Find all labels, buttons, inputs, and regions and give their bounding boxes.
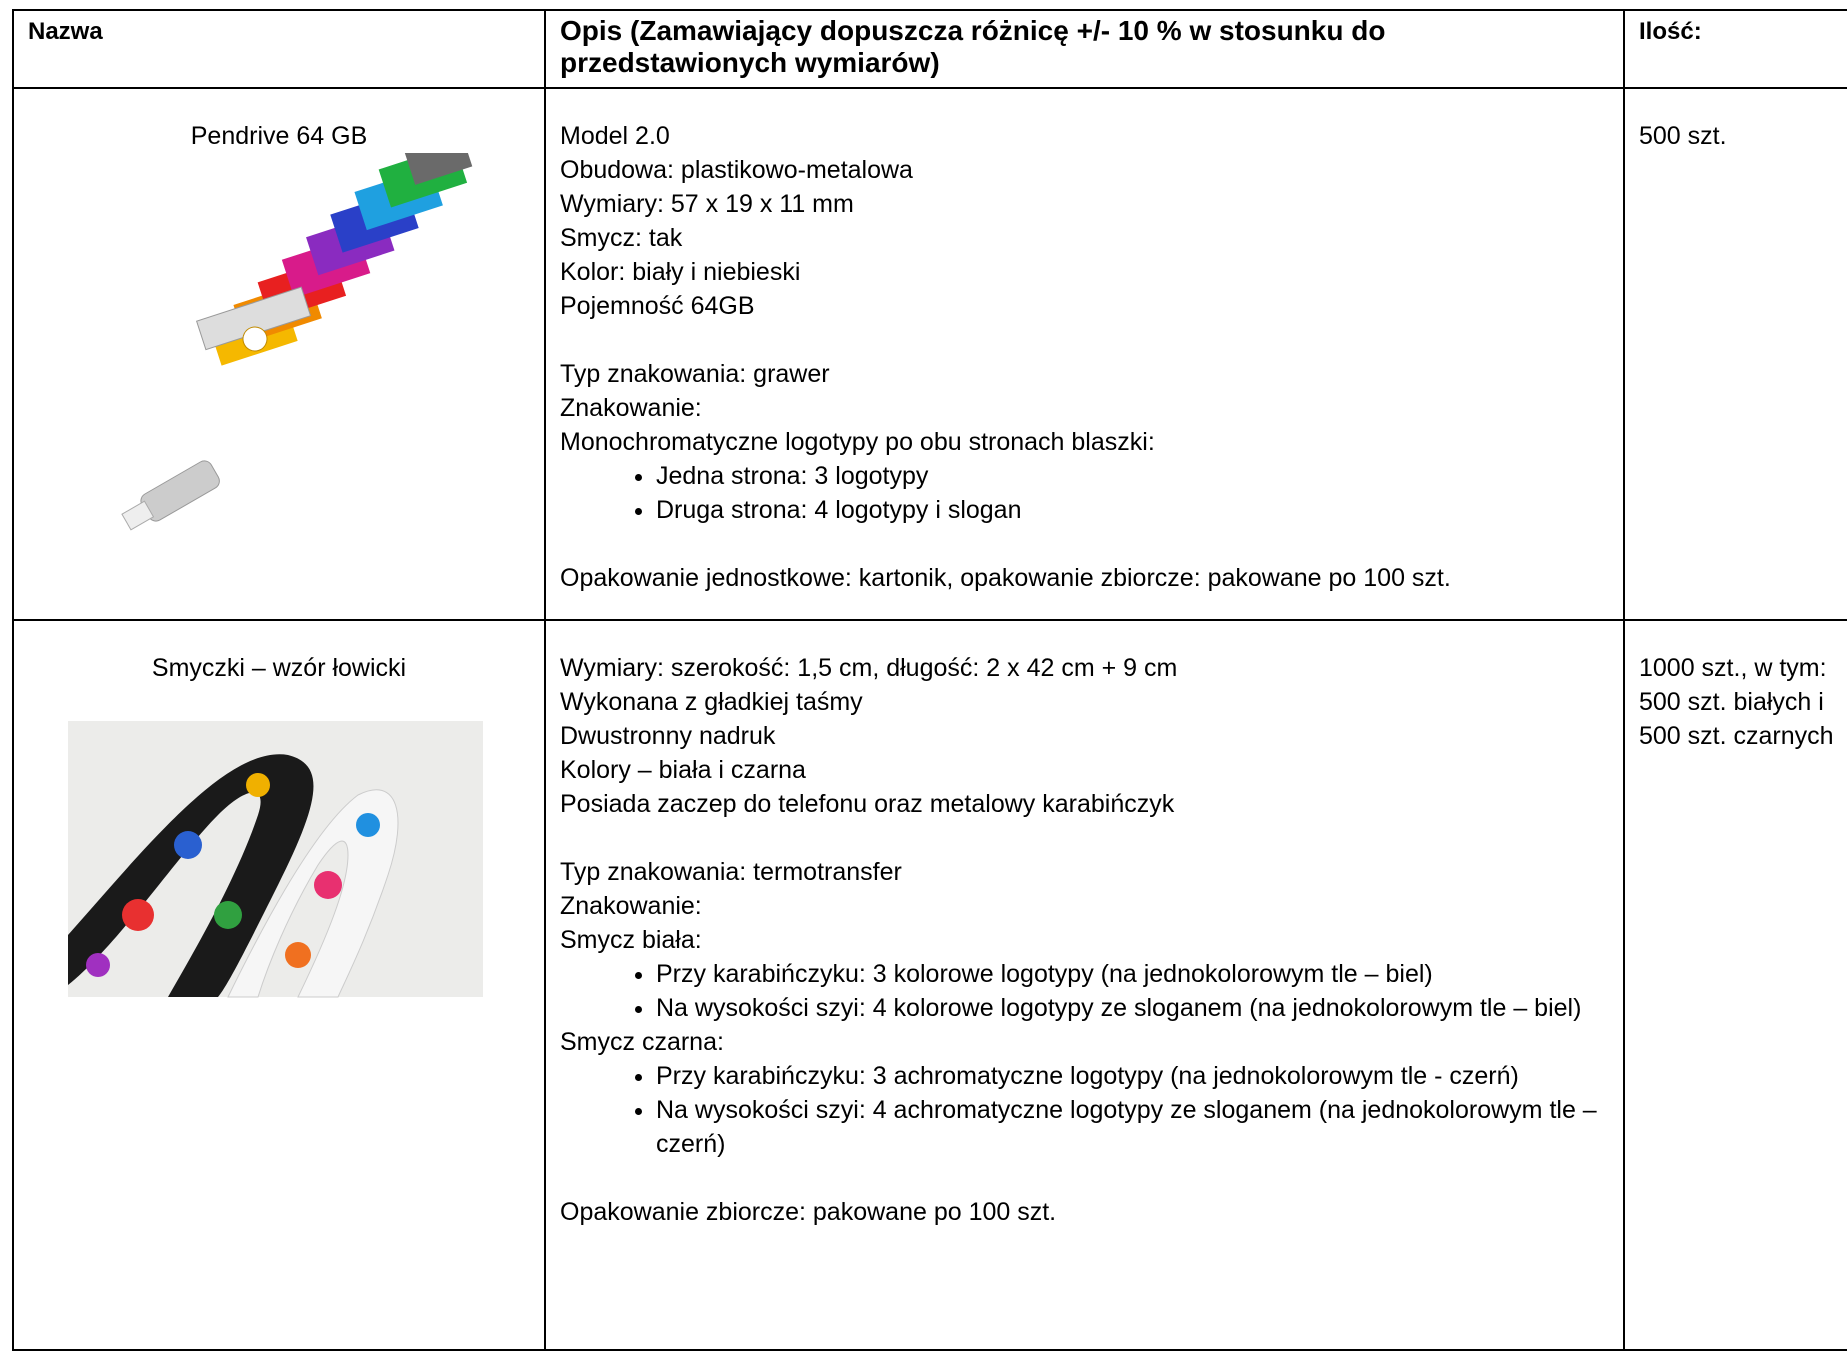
paragraph-group: Typ znakowania: termotransfer Znakowanie:… — [560, 855, 1609, 1161]
text-line: Kolory – biała i czarna — [560, 756, 806, 784]
text-line: Znakowanie: — [560, 892, 702, 920]
bullet-item: Przy karabińczyku: 3 achromatyczne logot… — [656, 1059, 1609, 1093]
description-cell: Model 2.0 Obudowa: plastikowo-metalowa Wym… — [544, 87, 1625, 621]
text-line: Znakowanie: — [560, 394, 702, 422]
text-line: Kolor: biały i niebieski — [560, 258, 801, 286]
text-line: Typ znakowania: grawer — [560, 360, 830, 388]
text-line: Opakowanie jednostkowe: kartonik, opakow… — [560, 564, 1451, 592]
bullet-list: Przy karabińczyku: 3 achromatyczne logot… — [560, 1059, 1609, 1161]
quantity-cell: 1000 szt., w tym: 500 szt. białych i 500 … — [1623, 619, 1847, 1351]
quantity-text: 1000 szt., w tym: — [1639, 654, 1827, 682]
bullet-item: Na wysokości szyi: 4 achromatyczne logot… — [656, 1093, 1609, 1161]
bullet-item: Przy karabińczyku: 3 kolorowe logotypy (… — [656, 957, 1609, 991]
quantity-text: 500 szt. — [1639, 122, 1727, 150]
text-line: Smycz: tak — [560, 224, 683, 252]
text-line: Wymiary: 57 x 19 x 11 mm — [560, 190, 854, 218]
bullet-item: Jedna strona: 3 logotypy — [656, 459, 1609, 493]
text-line: Wymiary: szerokość: 1,5 cm, długość: 2 x… — [560, 654, 1178, 682]
quantity-cell: 500 szt. — [1623, 87, 1847, 621]
row: Smyczki – wzór łowicki Wymiary: szerokoś… — [12, 619, 1847, 1351]
paragraph-group: Wymiary: szerokość: 1,5 cm, długość: 2 x… — [560, 651, 1609, 821]
name-cell: Pendrive 64 GB — [12, 87, 546, 621]
paragraph-group: Model 2.0 Obudowa: plastikowo-metalowa Wym… — [560, 119, 1609, 323]
paragraph-group: Opakowanie jednostkowe: kartonik, opakow… — [560, 561, 1609, 595]
text-line: Model 2.0 — [560, 122, 670, 150]
pendrive-image — [121, 153, 473, 531]
bullet-list: Jedna strona: 3 logotypyDruga strona: 4 … — [560, 459, 1609, 527]
text-line: Obudowa: plastikowo-metalowa — [560, 156, 913, 184]
row: Pendrive 64 GB — [12, 87, 1847, 621]
text-line: Dwustronny nadruk — [560, 722, 776, 750]
name-cell: Smyczki – wzór łowicki — [12, 619, 546, 1351]
text-line: Opakowanie zbiorcze: pakowane po 100 szt… — [560, 1198, 1057, 1226]
text-line: Wykonana z gładkiej taśmy — [560, 688, 863, 716]
text-line: Pojemność 64GB — [560, 292, 755, 320]
text-line: Posiada zaczep do telefonu oraz metalowy… — [560, 790, 1175, 818]
text-line: Smycz biała: — [560, 926, 702, 954]
product-name: Smyczki – wzór łowicki — [151, 654, 407, 682]
header-cell: Opis (Zamawiający dopuszcza różnicę +/- … — [544, 9, 1625, 89]
text-line: Monochromatyczne logotypy po obu stronac… — [560, 428, 1155, 456]
spec-table: Nazwa Opis (Zamawiający dopuszcza różnic… — [12, 9, 1847, 1351]
text-line: Smycz czarna: — [560, 1028, 724, 1056]
header-row: Nazwa Opis (Zamawiający dopuszcza różnic… — [12, 9, 1847, 89]
quantity-text: 500 szt. białych i 500 szt. czarnych — [1639, 688, 1834, 750]
product-name: Pendrive 64 GB — [190, 122, 368, 150]
paragraph-group: Typ znakowania: grawer Znakowanie: Monochr… — [560, 357, 1609, 527]
text-line: Typ znakowania: termotransfer — [560, 858, 902, 886]
paragraph-group: Opakowanie zbiorcze: pakowane po 100 szt… — [560, 1195, 1609, 1229]
bullet-list: Przy karabińczyku: 3 kolorowe logotypy (… — [560, 957, 1609, 1025]
bullet-item: Druga strona: 4 logotypy i slogan — [656, 493, 1609, 527]
header-cell: Ilość: — [1623, 9, 1847, 89]
lanyard-image — [68, 721, 483, 998]
header-cell: Nazwa — [12, 9, 546, 89]
description-cell: Wymiary: szerokość: 1,5 cm, długość: 2 x… — [544, 619, 1625, 1351]
bullet-item: Na wysokości szyi: 4 kolorowe logotypy z… — [656, 991, 1609, 1025]
